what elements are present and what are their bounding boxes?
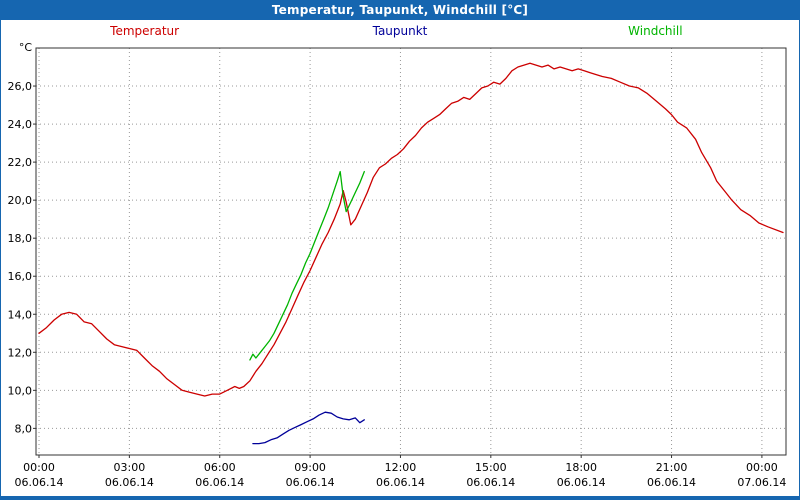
x-tick-date: 06.06.14 — [286, 476, 335, 489]
x-tick-time: 18:00 — [565, 461, 597, 474]
svg-text:14,0: 14,0 — [8, 308, 33, 321]
svg-text:24,0: 24,0 — [8, 118, 33, 131]
x-tick-date: 06.06.14 — [195, 476, 244, 489]
series-line-temperatur — [38, 62, 784, 397]
svg-text:22,0: 22,0 — [8, 156, 33, 169]
legend-item-windchill: Windchill — [628, 24, 683, 38]
x-tick-date: 06.06.14 — [376, 476, 425, 489]
series-line-taupunkt — [252, 411, 365, 445]
x-tick-time: 00:00 — [23, 461, 55, 474]
svg-text:20,0: 20,0 — [8, 194, 33, 207]
x-tick-date: 06.06.14 — [557, 476, 606, 489]
x-tick-date: 06.06.14 — [647, 476, 696, 489]
series-line-windchill — [249, 170, 365, 361]
x-tick-date: 06.06.14 — [15, 476, 64, 489]
x-tick-date: 06.06.14 — [466, 476, 515, 489]
svg-text:8,0: 8,0 — [15, 422, 33, 435]
x-tick-date: 07.06.14 — [737, 476, 786, 489]
svg-text:26,0: 26,0 — [8, 80, 33, 93]
x-tick-time: 15:00 — [475, 461, 507, 474]
x-tick-date: 06.06.14 — [105, 476, 154, 489]
svg-text:10,0: 10,0 — [8, 384, 33, 397]
y-axis-unit-label: °C — [19, 41, 33, 54]
x-tick-time: 21:00 — [656, 461, 688, 474]
title-bar: Temperatur, Taupunkt, Windchill [°C] — [1, 0, 799, 20]
legend-item-taupunkt: Taupunkt — [372, 24, 428, 38]
x-tick-time: 09:00 — [294, 461, 326, 474]
x-tick-time: 03:00 — [114, 461, 146, 474]
y-axis-labels: 8,0 10,0 12,0 14,0 16,0 18,0 20,0 22,0 24,0 26,0 °… — [8, 41, 36, 435]
chart-plot-area: 8,0 10,0 12,0 14,0 16,0 18,0 20,0 22,0 24,0 26,0 °… — [8, 41, 787, 489]
x-tick-time: 12:00 — [385, 461, 417, 474]
window-bottom-border — [1, 496, 799, 500]
svg-text:16,0: 16,0 — [8, 270, 33, 283]
legend-item-temperatur: Temperatur — [110, 24, 180, 38]
plot-border — [35, 47, 787, 456]
series-lines — [38, 62, 784, 445]
x-tick-time: 00:00 — [746, 461, 778, 474]
svg-text:12,0: 12,0 — [8, 346, 33, 359]
x-tick-time: 06:00 — [204, 461, 236, 474]
svg-text:18,0: 18,0 — [8, 232, 33, 245]
x-axis-labels: 00:00 06.06.14 03:00 06.06.14 06:00 06.06.14 0… — [15, 455, 786, 489]
plot-background — [36, 48, 786, 455]
legend: Temperatur Taupunkt Windchill — [1, 24, 799, 40]
gridlines — [36, 48, 786, 455]
chart-title: Temperatur, Taupunkt, Windchill [°C] — [271, 3, 529, 17]
